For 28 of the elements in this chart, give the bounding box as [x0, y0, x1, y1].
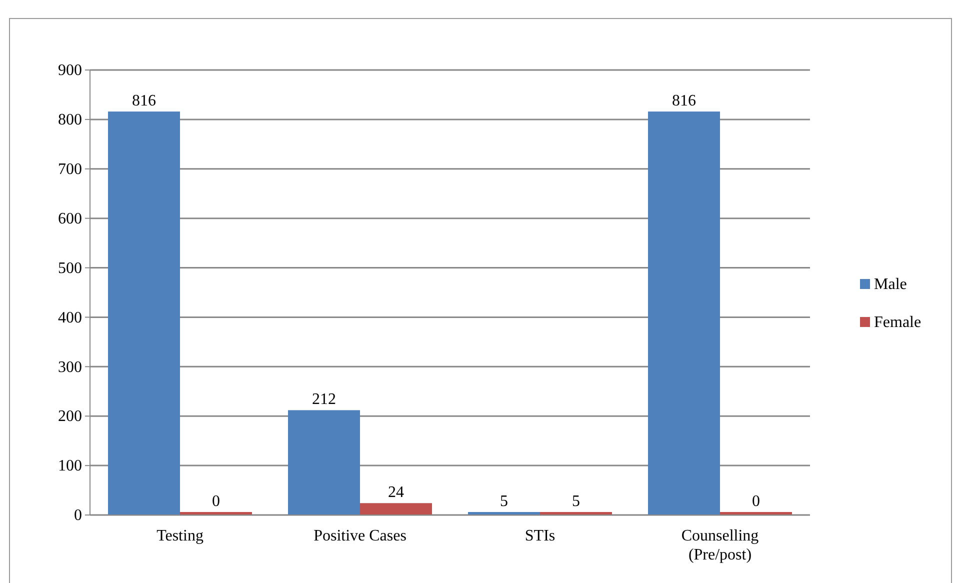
x-tick-label: Counselling (Pre/post) [681, 527, 759, 564]
data-label: 212 [312, 391, 336, 408]
y-tick-label: 200 [58, 408, 82, 426]
x-tick-label: Testing [156, 527, 204, 544]
data-label: 0 [212, 493, 220, 510]
y-tick-label: 400 [58, 309, 82, 326]
legend-label: Female [874, 314, 922, 331]
data-label: 5 [572, 493, 580, 510]
data-label: 5 [500, 493, 508, 510]
y-tick-label: 700 [58, 161, 82, 178]
data-label: 24 [388, 484, 404, 502]
x-tick-label: Positive Cases [314, 527, 406, 544]
y-tick-label: 0 [74, 507, 82, 524]
y-tick-label: 100 [58, 458, 82, 475]
y-tick-label: 500 [58, 260, 82, 277]
bar [288, 410, 360, 515]
legend-label: Male [874, 276, 907, 293]
data-label: 816 [132, 92, 156, 110]
bar [648, 112, 720, 515]
y-tick-label: 300 [58, 358, 82, 376]
y-tick-label: 600 [58, 210, 82, 228]
bar [108, 112, 180, 515]
y-tick-label: 900 [58, 62, 82, 80]
x-tick-label: STIs [524, 527, 556, 544]
y-tick-label: 800 [58, 112, 82, 129]
bar [360, 503, 432, 515]
data-label: 816 [672, 92, 696, 110]
data-label: 0 [752, 493, 760, 510]
